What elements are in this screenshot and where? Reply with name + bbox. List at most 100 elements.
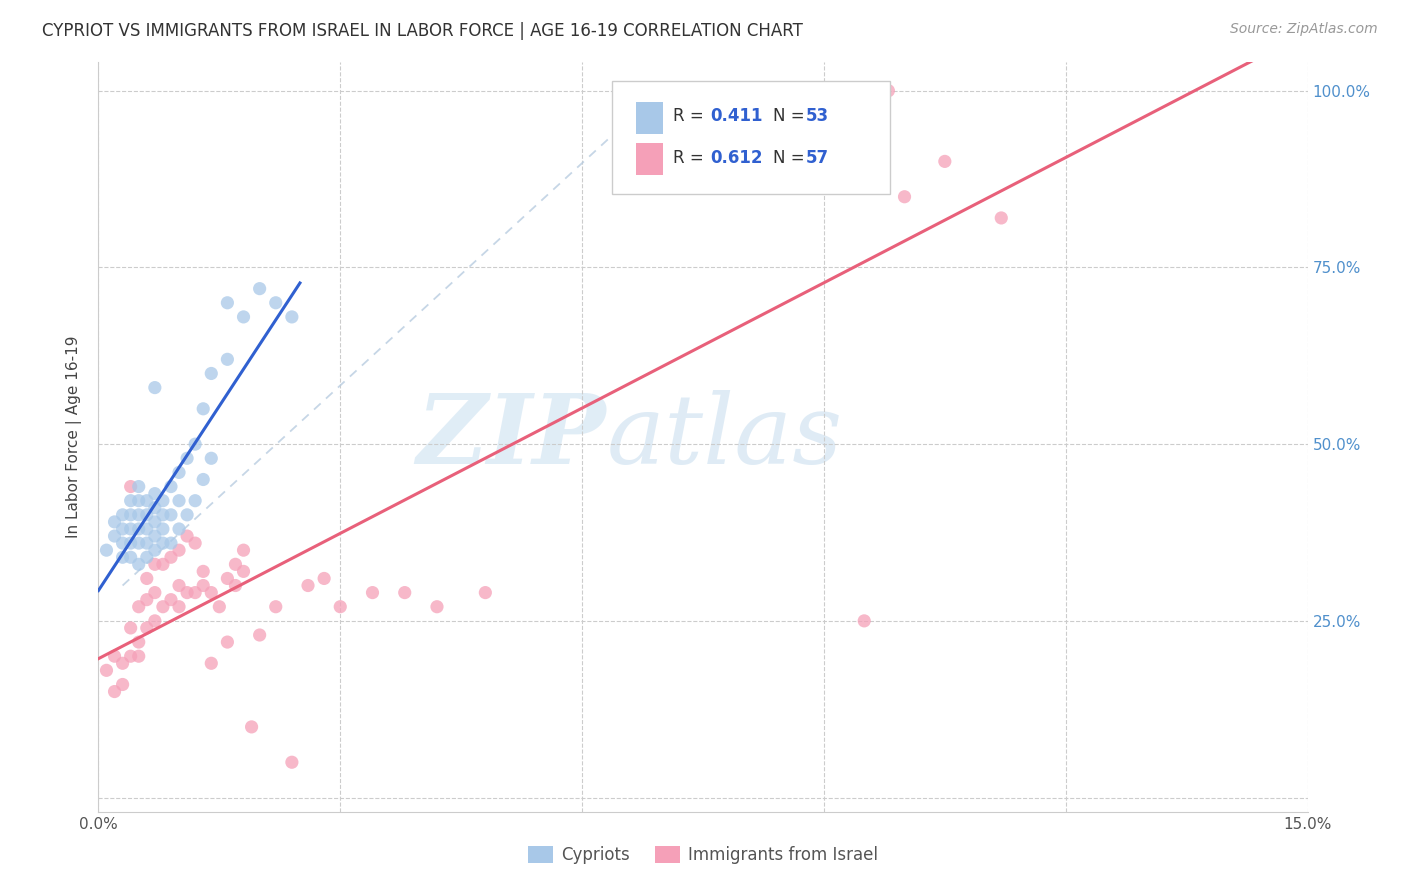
Point [128, 649, 150, 664]
Point [184, 437, 207, 451]
Point [224, 558, 246, 572]
Point [167, 599, 190, 614]
Text: atlas: atlas [606, 390, 842, 484]
Point [128, 635, 150, 649]
Point [160, 479, 183, 493]
Point [426, 599, 449, 614]
Point [103, 649, 125, 664]
Point [143, 486, 166, 500]
Point [733, 84, 755, 98]
FancyBboxPatch shape [613, 81, 890, 194]
Text: 53: 53 [806, 107, 830, 126]
Point [120, 649, 142, 664]
Point [208, 599, 231, 614]
Point [249, 628, 271, 642]
Point [232, 543, 254, 558]
Point [217, 571, 239, 585]
Point [200, 585, 222, 599]
Point [193, 473, 215, 487]
Point [232, 565, 254, 579]
Point [160, 592, 183, 607]
Point [135, 493, 157, 508]
Point [111, 550, 134, 565]
Point [217, 352, 239, 367]
Point [184, 585, 207, 599]
Point [176, 508, 198, 522]
Point [152, 493, 174, 508]
Point [329, 599, 352, 614]
Point [176, 451, 198, 466]
Point [128, 479, 150, 493]
Point [143, 585, 166, 599]
Point [167, 578, 190, 592]
Point [297, 578, 319, 592]
Point [135, 522, 157, 536]
Point [111, 536, 134, 550]
Point [120, 621, 142, 635]
Point [474, 585, 496, 599]
Point [143, 543, 166, 558]
FancyBboxPatch shape [637, 144, 664, 175]
Point [217, 635, 239, 649]
Point [152, 522, 174, 536]
Text: R =: R = [672, 149, 709, 168]
Text: CYPRIOT VS IMMIGRANTS FROM ISRAEL IN LABOR FORCE | AGE 16-19 CORRELATION CHART: CYPRIOT VS IMMIGRANTS FROM ISRAEL IN LAB… [42, 22, 803, 40]
Point [184, 493, 207, 508]
Point [143, 500, 166, 515]
Point [128, 493, 150, 508]
Point [167, 493, 190, 508]
Point [120, 536, 142, 550]
Point [193, 401, 215, 416]
Point [135, 571, 157, 585]
Point [111, 508, 134, 522]
Point [813, 84, 835, 98]
Text: R =: R = [672, 107, 709, 126]
Point [120, 508, 142, 522]
Point [249, 282, 271, 296]
Point [176, 529, 198, 543]
Point [314, 571, 336, 585]
Point [394, 585, 416, 599]
Point [193, 565, 215, 579]
Point [143, 614, 166, 628]
Point [152, 508, 174, 522]
Point [143, 515, 166, 529]
Point [120, 550, 142, 565]
Point [893, 190, 915, 204]
Point [200, 451, 222, 466]
Point [120, 522, 142, 536]
Point [120, 493, 142, 508]
Point [96, 543, 118, 558]
Point [128, 536, 150, 550]
Point [135, 508, 157, 522]
Point [264, 599, 287, 614]
Point [167, 543, 190, 558]
Point [128, 508, 150, 522]
Point [361, 585, 384, 599]
Point [135, 621, 157, 635]
Text: Source: ZipAtlas.com: Source: ZipAtlas.com [1230, 22, 1378, 37]
Text: 57: 57 [806, 149, 830, 168]
Text: N =: N = [773, 149, 810, 168]
Point [160, 550, 183, 565]
Point [934, 154, 956, 169]
Point [111, 522, 134, 536]
Point [135, 536, 157, 550]
Point [200, 367, 222, 381]
Point [200, 657, 222, 671]
Point [135, 592, 157, 607]
Text: N =: N = [773, 107, 810, 126]
Point [281, 310, 304, 324]
Point [281, 756, 304, 770]
Point [111, 657, 134, 671]
Point [224, 578, 246, 592]
Point [877, 84, 900, 98]
Point [264, 295, 287, 310]
Point [990, 211, 1012, 225]
Point [160, 536, 183, 550]
Point [160, 508, 183, 522]
Point [128, 522, 150, 536]
Point [135, 550, 157, 565]
Point [240, 720, 263, 734]
Point [143, 558, 166, 572]
